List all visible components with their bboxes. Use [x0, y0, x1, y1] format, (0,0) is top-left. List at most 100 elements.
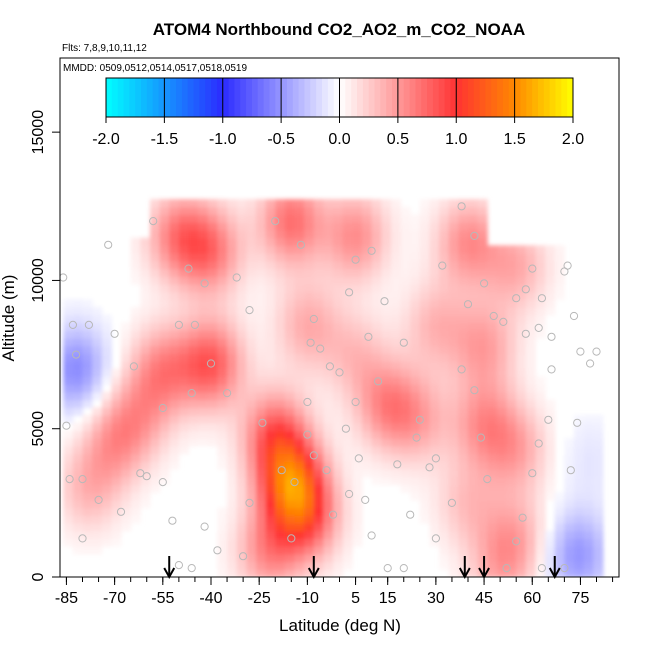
colorbar-segment [106, 78, 113, 117]
heatmap-cell [72, 461, 84, 470]
heatmap-cell [111, 376, 122, 385]
sample-point [110, 329, 119, 338]
colorbar-segment [304, 78, 311, 117]
heatmap-cell [121, 515, 132, 524]
heatmap-cell [477, 214, 488, 223]
heatmap-cell [246, 322, 257, 331]
heatmap-cell [313, 453, 324, 462]
heatmap-cell [275, 230, 286, 239]
heatmap-cell [159, 322, 170, 331]
colorbar-segment [228, 78, 235, 117]
heatmap-cell [333, 284, 344, 293]
heatmap-cell [150, 222, 161, 231]
heatmap-cell [63, 476, 74, 486]
sample-point [62, 421, 71, 430]
heatmap-cell [217, 245, 228, 254]
heatmap-cell [72, 530, 84, 539]
heatmap-cell [217, 438, 228, 447]
heatmap-cell [275, 492, 286, 501]
heatmap-cell [342, 268, 353, 277]
colorbar-tick-label: 0.0 [328, 131, 350, 148]
heatmap-cell [448, 561, 459, 570]
heatmap-cell [246, 538, 257, 547]
heatmap-cell [458, 391, 469, 401]
heatmap-cell [333, 430, 344, 439]
heatmap-cell [496, 284, 508, 293]
heatmap-cell [265, 391, 276, 401]
heatmap-cell [275, 561, 286, 570]
heatmap-cell [304, 415, 315, 424]
heatmap-cell [390, 415, 402, 424]
colorbar-segment [444, 78, 451, 117]
heatmap-cell [352, 530, 363, 539]
heatmap-cell [294, 407, 305, 416]
heatmap-cell [159, 299, 170, 308]
heatmap-cell [400, 461, 411, 470]
heatmap-cell [150, 314, 161, 324]
heatmap-cell [130, 438, 141, 447]
heatmap-cell [429, 469, 440, 478]
heatmap-cell [121, 422, 132, 432]
heatmap-cell [593, 561, 604, 570]
heatmap-cell [313, 276, 324, 285]
heatmap-cell [159, 469, 170, 478]
heatmap-cell [496, 430, 508, 439]
heatmap-cell [227, 469, 238, 478]
heatmap-cell [111, 492, 122, 501]
heatmap-cell [284, 399, 296, 408]
heatmap-cell [178, 237, 190, 246]
heatmap-cell [207, 399, 218, 408]
heatmap-cell [265, 353, 276, 362]
heatmap-cell [381, 307, 392, 316]
heatmap-cell [130, 330, 141, 339]
heatmap-cell [178, 284, 190, 293]
heatmap-cell [390, 353, 402, 362]
heatmap-cell [101, 361, 112, 370]
heatmap-cell [169, 314, 180, 324]
heatmap-cell [516, 561, 527, 570]
heatmap-cell [236, 237, 247, 246]
heatmap-cell [564, 530, 575, 539]
colorbar-segment [199, 78, 206, 117]
heatmap-cell [130, 453, 141, 462]
heatmap-cell [198, 376, 209, 385]
heatmap-cell [342, 338, 353, 347]
heatmap-cell [256, 237, 267, 246]
heatmap-cell [333, 515, 344, 524]
heatmap-cell [323, 214, 334, 223]
heatmap-cell [583, 461, 594, 470]
heatmap-cell [516, 492, 527, 501]
heatmap-cell [477, 515, 488, 524]
heatmap-cell [419, 253, 430, 262]
heatmap-cell [236, 276, 247, 285]
heatmap-cell [564, 538, 575, 547]
heatmap-cell [169, 260, 180, 270]
heatmap-cell [63, 415, 74, 424]
heatmap-cell [121, 507, 132, 516]
heatmap-cell [381, 461, 392, 470]
heatmap-cell [333, 407, 344, 416]
heatmap-cell [333, 461, 344, 470]
heatmap-cell [111, 391, 122, 401]
heatmap-cell [362, 453, 373, 462]
heatmap-cell [159, 422, 170, 432]
heatmap-cell [506, 245, 517, 254]
heatmap-cell [477, 391, 488, 401]
heatmap-cell [82, 361, 93, 370]
heatmap-cell [111, 415, 122, 424]
heatmap-cell [429, 230, 440, 239]
heatmap-cell [371, 445, 382, 455]
heatmap-cell [63, 353, 74, 362]
heatmap-cell [419, 268, 430, 277]
heatmap-cell [477, 245, 488, 254]
heatmap-cell [92, 515, 103, 524]
heatmap-cell [477, 206, 488, 216]
heatmap-cell [496, 422, 508, 432]
x-tick-label: 15 [379, 590, 397, 607]
sample-point [316, 344, 325, 353]
heatmap-cell [352, 430, 363, 439]
heatmap-cell [188, 253, 199, 262]
heatmap-cell [371, 268, 382, 277]
heatmap-cell [178, 445, 190, 455]
heatmap-cell [313, 461, 324, 470]
